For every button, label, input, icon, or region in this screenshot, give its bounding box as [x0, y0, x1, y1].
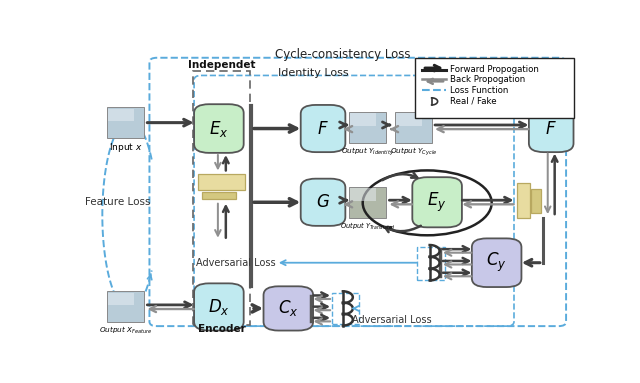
- FancyBboxPatch shape: [108, 293, 134, 306]
- Text: Real / Fake: Real / Fake: [450, 97, 497, 106]
- FancyBboxPatch shape: [529, 105, 573, 152]
- Text: Output $X_{Feature}$: Output $X_{Feature}$: [99, 325, 152, 336]
- FancyBboxPatch shape: [350, 188, 376, 201]
- Text: $E_y$: $E_y$: [428, 191, 447, 214]
- FancyBboxPatch shape: [301, 105, 346, 152]
- Text: Output $Y_{Cycle}$: Output $Y_{Cycle}$: [390, 145, 437, 157]
- Text: $D_x$: $D_x$: [208, 297, 230, 317]
- Text: Adversarial Loss: Adversarial Loss: [352, 315, 431, 325]
- FancyBboxPatch shape: [350, 113, 376, 126]
- FancyBboxPatch shape: [412, 177, 462, 228]
- Text: Loss Function: Loss Function: [450, 86, 508, 95]
- Text: $E_x$: $E_x$: [209, 118, 228, 139]
- FancyBboxPatch shape: [108, 109, 134, 121]
- Text: $F$: $F$: [317, 119, 329, 137]
- Text: Independet: Independet: [188, 60, 255, 70]
- Text: $G$: $G$: [316, 193, 330, 211]
- Text: $C_x$: $C_x$: [278, 298, 299, 318]
- FancyBboxPatch shape: [518, 183, 530, 218]
- FancyBboxPatch shape: [194, 104, 244, 153]
- Text: Adversarial Loss: Adversarial Loss: [196, 258, 276, 268]
- Text: Input $x$: Input $x$: [109, 141, 143, 154]
- FancyBboxPatch shape: [531, 189, 541, 213]
- Text: $C_y$: $C_y$: [486, 251, 507, 274]
- Text: $F$: $F$: [545, 119, 557, 137]
- FancyBboxPatch shape: [396, 113, 422, 126]
- Text: Forward Propogation: Forward Propogation: [450, 65, 539, 74]
- Text: Feature Loss: Feature Loss: [85, 197, 150, 207]
- FancyBboxPatch shape: [264, 286, 313, 331]
- FancyBboxPatch shape: [107, 107, 144, 138]
- Text: Output $Y_{Translated}$: Output $Y_{Translated}$: [340, 221, 396, 232]
- FancyBboxPatch shape: [472, 238, 522, 287]
- FancyBboxPatch shape: [107, 291, 144, 322]
- FancyBboxPatch shape: [198, 174, 245, 190]
- FancyBboxPatch shape: [202, 192, 236, 199]
- Text: Identity Loss: Identity Loss: [278, 67, 349, 77]
- Text: Encoder: Encoder: [198, 324, 246, 334]
- FancyBboxPatch shape: [194, 283, 244, 331]
- FancyBboxPatch shape: [349, 187, 387, 218]
- Text: Back Propogation: Back Propogation: [450, 75, 525, 84]
- FancyBboxPatch shape: [349, 111, 387, 142]
- Text: Cycle-consistency Loss: Cycle-consistency Loss: [275, 48, 411, 61]
- FancyBboxPatch shape: [301, 178, 346, 226]
- Text: Output $Y_{Identity}$: Output $Y_{Identity}$: [341, 145, 394, 157]
- FancyBboxPatch shape: [395, 111, 432, 142]
- FancyBboxPatch shape: [415, 58, 573, 118]
